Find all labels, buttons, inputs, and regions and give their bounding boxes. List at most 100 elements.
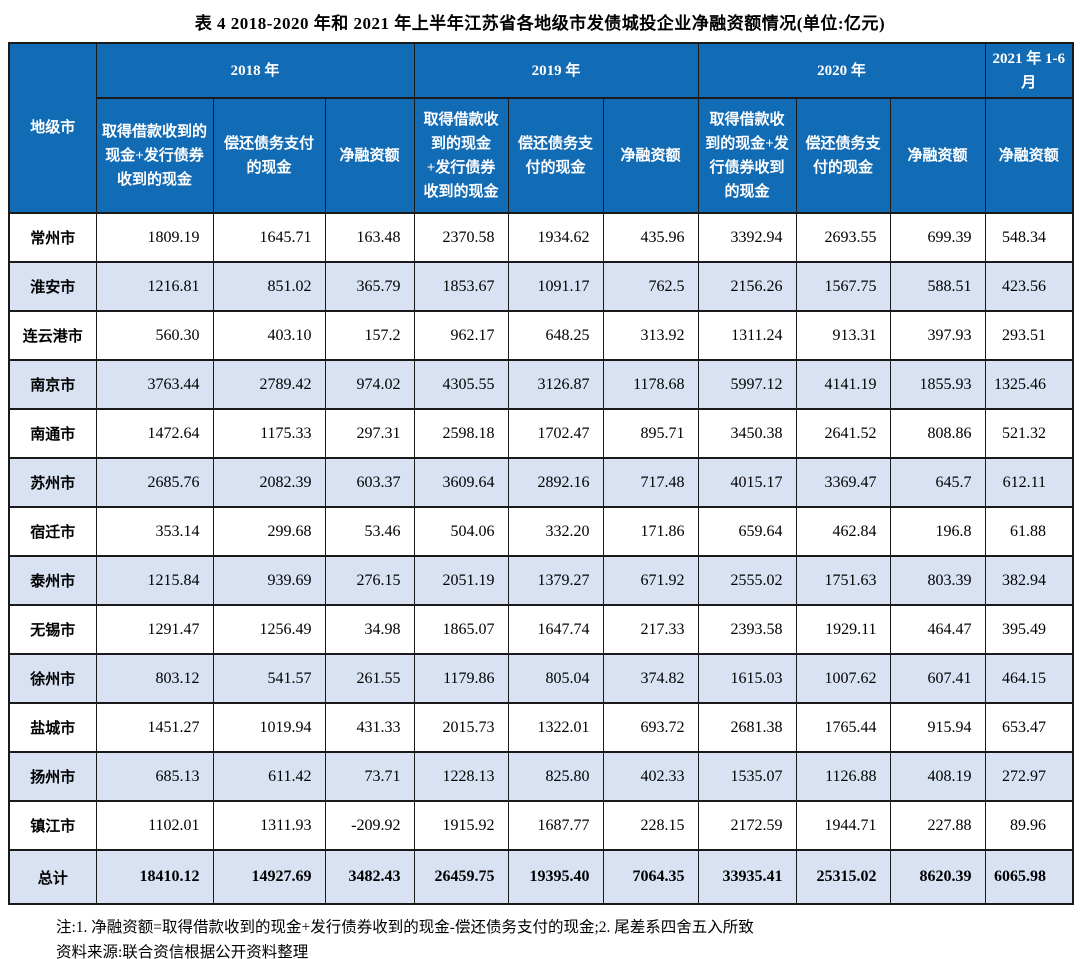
city-cell: 常州市	[8, 212, 97, 263]
table-row: 常州市 1809.19 1645.71 163.48 2370.58 1934.…	[8, 212, 1074, 263]
table-row: 淮安市 1216.81 851.02 365.79 1853.67 1091.1…	[8, 261, 1074, 312]
footnote-line: 注:1. 净融资额=取得借款收到的现金+发行债券收到的现金-偿还债务支付的现金;…	[56, 919, 754, 936]
city-cell: 南京市	[8, 359, 97, 410]
value-cell: 3392.94	[697, 212, 797, 263]
header-group-2021h1: 2021 年 1-6 月	[984, 42, 1074, 99]
footnotes: 注:1. 净融资额=取得借款收到的现金+发行债券收到的现金-偿还债务支付的现金;…	[56, 916, 1080, 959]
header-2019-cash-received: 取得借款收到的现金+发行债券收到的现金	[413, 97, 509, 214]
value-cell: 1179.86	[413, 653, 509, 704]
value-cell: 2555.02	[697, 555, 797, 606]
value-cell: 2393.58	[697, 604, 797, 655]
value-cell: 1178.68	[602, 359, 699, 410]
value-cell: 2681.38	[697, 702, 797, 753]
footnote-line: 资料来源:联合资信根据公开资料整理	[56, 943, 309, 959]
value-cell: 895.71	[602, 408, 699, 459]
city-cell: 连云港市	[8, 310, 97, 361]
value-cell: 313.92	[602, 310, 699, 361]
value-cell: 1007.62	[795, 653, 891, 704]
value-cell: 762.5	[602, 261, 699, 312]
value-cell: 464.15	[984, 653, 1074, 704]
value-cell: 1175.33	[212, 408, 326, 459]
value-cell: 915.94	[889, 702, 986, 753]
value-cell: 693.72	[602, 702, 699, 753]
table-body: 常州市 1809.19 1645.71 163.48 2370.58 1934.…	[8, 212, 1074, 905]
value-cell: 1809.19	[95, 212, 214, 263]
total-value-cell: 19395.40	[507, 849, 604, 905]
value-cell: 462.84	[795, 506, 891, 557]
value-cell: 297.31	[324, 408, 415, 459]
value-cell: 1853.67	[413, 261, 509, 312]
value-cell: 588.51	[889, 261, 986, 312]
total-value-cell: 6065.98	[984, 849, 1074, 905]
value-cell: 1126.88	[795, 751, 891, 802]
total-value-cell: 14927.69	[212, 849, 326, 905]
value-cell: 2082.39	[212, 457, 326, 508]
value-cell: 397.93	[889, 310, 986, 361]
total-value-cell: 8620.39	[889, 849, 986, 905]
value-cell: 685.13	[95, 751, 214, 802]
value-cell: 89.96	[984, 800, 1074, 851]
value-cell: 395.49	[984, 604, 1074, 655]
header-2019-net-financing: 净融资额	[602, 97, 699, 214]
value-cell: 699.39	[889, 212, 986, 263]
value-cell: 382.94	[984, 555, 1074, 606]
city-cell: 南通市	[8, 408, 97, 459]
city-cell: 苏州市	[8, 457, 97, 508]
value-cell: 464.47	[889, 604, 986, 655]
header-group-row: 地级市 2018 年 2019 年 2020 年 2021 年 1-6 月	[8, 42, 1074, 214]
value-cell: 1934.62	[507, 212, 604, 263]
value-cell: 34.98	[324, 604, 415, 655]
value-cell: 2156.26	[697, 261, 797, 312]
value-cell: 2172.59	[697, 800, 797, 851]
value-cell: 504.06	[413, 506, 509, 557]
value-cell: 196.8	[889, 506, 986, 557]
city-cell: 盐城市	[8, 702, 97, 753]
value-cell: 560.30	[95, 310, 214, 361]
value-cell: 607.41	[889, 653, 986, 704]
city-cell: 泰州市	[8, 555, 97, 606]
net-financing-table: 地级市 2018 年 2019 年 2020 年 2021 年 1-6 月 取得…	[8, 42, 1074, 905]
value-cell: 974.02	[324, 359, 415, 410]
table-row: 宿迁市 353.14 299.68 53.46 504.06 332.20 17…	[8, 506, 1074, 557]
value-cell: 2598.18	[413, 408, 509, 459]
value-cell: 939.69	[212, 555, 326, 606]
value-cell: 431.33	[324, 702, 415, 753]
value-cell: 1256.49	[212, 604, 326, 655]
value-cell: 1291.47	[95, 604, 214, 655]
value-cell: 1325.46	[984, 359, 1074, 410]
table-row: 徐州市 803.12 541.57 261.55 1179.86 805.04 …	[8, 653, 1074, 704]
total-value-cell: 33935.41	[697, 849, 797, 905]
value-cell: 653.47	[984, 702, 1074, 753]
value-cell: 1615.03	[697, 653, 797, 704]
value-cell: 717.48	[602, 457, 699, 508]
value-cell: 2693.55	[795, 212, 891, 263]
city-cell: 徐州市	[8, 653, 97, 704]
value-cell: 227.88	[889, 800, 986, 851]
value-cell: 645.7	[889, 457, 986, 508]
table-row: 无锡市 1291.47 1256.49 34.98 1865.07 1647.7…	[8, 604, 1074, 655]
value-cell: 2789.42	[212, 359, 326, 410]
value-cell: 1687.77	[507, 800, 604, 851]
value-cell: 1567.75	[795, 261, 891, 312]
total-value-cell: 3482.43	[324, 849, 415, 905]
value-cell: 403.10	[212, 310, 326, 361]
value-cell: 962.17	[413, 310, 509, 361]
value-cell: 3609.64	[413, 457, 509, 508]
value-cell: 913.31	[795, 310, 891, 361]
value-cell: 73.71	[324, 751, 415, 802]
header-2020-net-financing: 净融资额	[889, 97, 986, 214]
value-cell: 3126.87	[507, 359, 604, 410]
table-row: 连云港市 560.30 403.10 157.2 962.17 648.25 3…	[8, 310, 1074, 361]
value-cell: 1019.94	[212, 702, 326, 753]
value-cell: 1944.71	[795, 800, 891, 851]
value-cell: 157.2	[324, 310, 415, 361]
total-label-cell: 总计	[8, 849, 97, 905]
value-cell: 825.80	[507, 751, 604, 802]
header-2019-debt-repaid: 偿还债务支付的现金	[507, 97, 604, 214]
value-cell: 365.79	[324, 261, 415, 312]
value-cell: 2051.19	[413, 555, 509, 606]
value-cell: 374.82	[602, 653, 699, 704]
value-cell: 1702.47	[507, 408, 604, 459]
value-cell: 541.57	[212, 653, 326, 704]
